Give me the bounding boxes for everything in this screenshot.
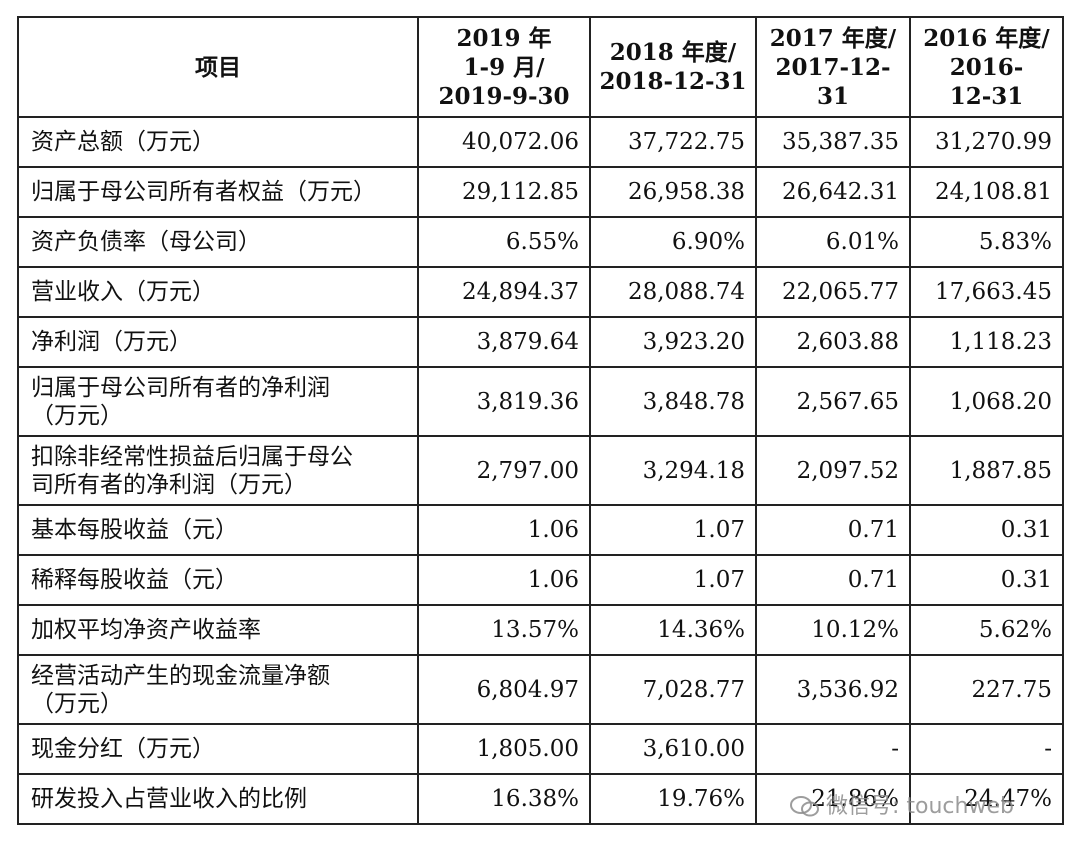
cell-value: 1,805.00 [417, 723, 591, 775]
table-header-row: 项目 2019 年 1-9 月/ 2019-9-30 2018 年度/ 2018… [17, 16, 1064, 118]
financial-table-container: 项目 2019 年 1-9 月/ 2019-9-30 2018 年度/ 2018… [17, 16, 1064, 825]
table-row: 研发投入占营业收入的比例 16.38% 19.76% 21.86% 24.47% [17, 773, 1064, 825]
cell-value: 1.07 [589, 554, 757, 606]
cell-value: 0.31 [909, 504, 1064, 556]
table-row: 资产负债率（母公司） 6.55% 6.90% 6.01% 5.83% [17, 216, 1064, 268]
row-label: 经营活动产生的现金流量净额 （万元） [17, 654, 419, 725]
cell-value: 37,722.75 [589, 116, 757, 168]
cell-value: 10.12% [755, 604, 911, 656]
table-row: 营业收入（万元） 24,894.37 28,088.74 22,065.77 1… [17, 266, 1064, 318]
header-2019: 2019 年 1-9 月/ 2019-9-30 [417, 16, 591, 118]
table-row: 归属于母公司所有者权益（万元） 29,112.85 26,958.38 26,6… [17, 166, 1064, 218]
cell-value: 31,270.99 [909, 116, 1064, 168]
cell-value: 1.06 [417, 554, 591, 606]
cell-value: 13.57% [417, 604, 591, 656]
header-item: 项目 [17, 16, 419, 118]
cell-value: 16.38% [417, 773, 591, 825]
cell-value: 0.31 [909, 554, 1064, 606]
cell-value: 21.86% [755, 773, 911, 825]
financial-table: 项目 2019 年 1-9 月/ 2019-9-30 2018 年度/ 2018… [17, 16, 1064, 825]
watermark: 微信号: touchweb [790, 788, 1014, 820]
cell-value: 0.71 [755, 504, 911, 556]
cell-value: 3,848.78 [589, 366, 757, 437]
cell-value: 6.90% [589, 216, 757, 268]
cell-value: 19.76% [589, 773, 757, 825]
cell-value: 6,804.97 [417, 654, 591, 725]
cell-value: 3,923.20 [589, 316, 757, 368]
cell-value: 6.55% [417, 216, 591, 268]
row-label: 净利润（万元） [17, 316, 419, 368]
row-label: 扣除非经常性损益后归属于母公 司所有者的净利润（万元） [17, 435, 419, 506]
cell-value: 1,887.85 [909, 435, 1064, 506]
row-label: 研发投入占营业收入的比例 [17, 773, 419, 825]
cell-value: 29,112.85 [417, 166, 591, 218]
row-label: 资产总额（万元） [17, 116, 419, 168]
cell-value: 7,028.77 [589, 654, 757, 725]
cell-value: 24,108.81 [909, 166, 1064, 218]
cell-value: 24,894.37 [417, 266, 591, 318]
row-label: 归属于母公司所有者的净利润 （万元） [17, 366, 419, 437]
cell-value: 14.36% [589, 604, 757, 656]
cell-value: 5.62% [909, 604, 1064, 656]
cell-value: 2,797.00 [417, 435, 591, 506]
table-row: 加权平均净资产收益率 13.57% 14.36% 10.12% 5.62% [17, 604, 1064, 656]
cell-value: 26,642.31 [755, 166, 911, 218]
cell-value: 0.71 [755, 554, 911, 606]
cell-value: 28,088.74 [589, 266, 757, 318]
wechat-icon [790, 796, 820, 818]
row-label: 加权平均净资产收益率 [17, 604, 419, 656]
header-2016: 2016 年度/ 2016- 12-31 [909, 16, 1064, 118]
header-2017: 2017 年度/ 2017-12-31 [755, 16, 911, 118]
cell-value: 3,819.36 [417, 366, 591, 437]
cell-value: 22,065.77 [755, 266, 911, 318]
cell-value: - [755, 723, 911, 775]
table-row: 扣除非经常性损益后归属于母公 司所有者的净利润（万元） 2,797.00 3,2… [17, 435, 1064, 506]
cell-value: 40,072.06 [417, 116, 591, 168]
table-row: 现金分红（万元） 1,805.00 3,610.00 - - [17, 723, 1064, 775]
cell-value: 1,068.20 [909, 366, 1064, 437]
cell-value: 26,958.38 [589, 166, 757, 218]
cell-value: 227.75 [909, 654, 1064, 725]
table-row: 归属于母公司所有者的净利润 （万元） 3,819.36 3,848.78 2,5… [17, 366, 1064, 437]
cell-value: 5.83% [909, 216, 1064, 268]
row-label: 营业收入（万元） [17, 266, 419, 318]
cell-value: 3,536.92 [755, 654, 911, 725]
cell-value: 3,294.18 [589, 435, 757, 506]
cell-value: 17,663.45 [909, 266, 1064, 318]
cell-value: 3,879.64 [417, 316, 591, 368]
cell-value: 35,387.35 [755, 116, 911, 168]
header-2018: 2018 年度/ 2018-12-31 [589, 16, 757, 118]
cell-value: 24.47% [909, 773, 1064, 825]
table-row: 净利润（万元） 3,879.64 3,923.20 2,603.88 1,118… [17, 316, 1064, 368]
cell-value: 1.06 [417, 504, 591, 556]
cell-value: 3,610.00 [589, 723, 757, 775]
table-row: 资产总额（万元） 40,072.06 37,722.75 35,387.35 3… [17, 116, 1064, 168]
cell-value: 2,603.88 [755, 316, 911, 368]
row-label: 基本每股收益（元） [17, 504, 419, 556]
cell-value: - [909, 723, 1064, 775]
watermark-text: 微信号: touchweb [826, 794, 1014, 819]
row-label: 稀释每股收益（元） [17, 554, 419, 606]
cell-value: 1,118.23 [909, 316, 1064, 368]
row-label: 现金分红（万元） [17, 723, 419, 775]
cell-value: 6.01% [755, 216, 911, 268]
table-row: 经营活动产生的现金流量净额 （万元） 6,804.97 7,028.77 3,5… [17, 654, 1064, 725]
table-row: 基本每股收益（元） 1.06 1.07 0.71 0.31 [17, 504, 1064, 556]
table-row: 稀释每股收益（元） 1.06 1.07 0.71 0.31 [17, 554, 1064, 606]
cell-value: 2,097.52 [755, 435, 911, 506]
cell-value: 1.07 [589, 504, 757, 556]
row-label: 资产负债率（母公司） [17, 216, 419, 268]
cell-value: 2,567.65 [755, 366, 911, 437]
row-label: 归属于母公司所有者权益（万元） [17, 166, 419, 218]
